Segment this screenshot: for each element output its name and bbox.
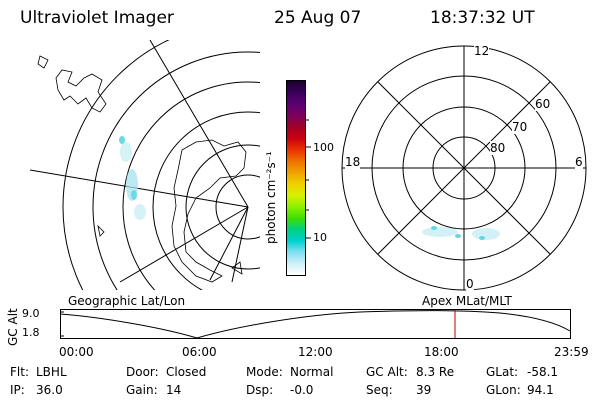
mlt-label-6: 6 xyxy=(575,155,583,169)
geo-coord-title: Geographic Lat/Lon xyxy=(68,294,186,308)
status-gain-label: Gain: xyxy=(126,383,158,397)
mlt-label-18: 18 xyxy=(345,155,361,169)
colorbar xyxy=(286,80,306,276)
timeline-ylabel: GC Alt xyxy=(6,308,20,346)
x-tick-0600: 06:00 xyxy=(182,345,217,359)
colorbar-ticks xyxy=(306,119,311,239)
y-tick-9: 9.0 xyxy=(22,307,40,320)
instrument-title: Ultraviolet Imager xyxy=(20,8,174,28)
y-tick-1.8: 1.8 xyxy=(22,326,40,339)
status-dsp-value: -0.0 xyxy=(290,383,314,397)
status-door-value: Closed xyxy=(166,365,207,379)
mlt-label-12: 12 xyxy=(474,44,490,58)
status-glat-value: -58.1 xyxy=(527,365,559,379)
status-flt-value: LBHL xyxy=(36,365,67,379)
lat-label-60: 60 xyxy=(535,97,551,111)
lat-label-70: 70 xyxy=(512,120,528,134)
date-label: 25 Aug 07 xyxy=(274,8,362,28)
status-mode-value: Normal xyxy=(290,365,334,379)
colorbar-tick-10: 10 xyxy=(313,231,327,244)
status-ip-label: IP: xyxy=(10,383,25,397)
geographic-map xyxy=(30,40,260,290)
status-dsp-label: Dsp: xyxy=(246,383,274,397)
mlt-label-0: 0 xyxy=(466,277,474,291)
apex-coord-title: Apex MLat/MLT xyxy=(422,294,512,308)
status-mode-label: Mode: xyxy=(246,365,283,379)
status-flt-label: Flt: xyxy=(10,365,29,379)
polar-plot xyxy=(341,45,587,291)
colorbar-tick-100: 100 xyxy=(313,141,334,154)
status-gain-value: 14 xyxy=(166,383,182,397)
x-tick-1200: 12:00 xyxy=(298,345,333,359)
altitude-timeline xyxy=(60,309,571,339)
status-gcalt-label: GC Alt: xyxy=(366,365,408,379)
x-tick-2359: 23:59 xyxy=(554,345,589,359)
x-tick-0000: 00:00 xyxy=(59,345,94,359)
status-seq-label: Seq: xyxy=(366,383,393,397)
status-door-label: Door: xyxy=(126,365,159,379)
time-label: 18:37:32 UT xyxy=(430,8,535,28)
status-glon-value: 94.1 xyxy=(527,383,554,397)
colorbar-unit-label: photon cm⁻²s⁻¹ xyxy=(264,151,278,244)
status-seq-value: 39 xyxy=(416,383,432,397)
x-tick-1800: 18:00 xyxy=(424,345,459,359)
status-ip-value: 36.0 xyxy=(36,383,63,397)
status-gcalt-value: 8.3 Re xyxy=(416,365,455,379)
status-glon-label: GLon: xyxy=(486,383,521,397)
status-glat-label: GLat: xyxy=(486,365,519,379)
lat-label-80: 80 xyxy=(490,141,506,155)
